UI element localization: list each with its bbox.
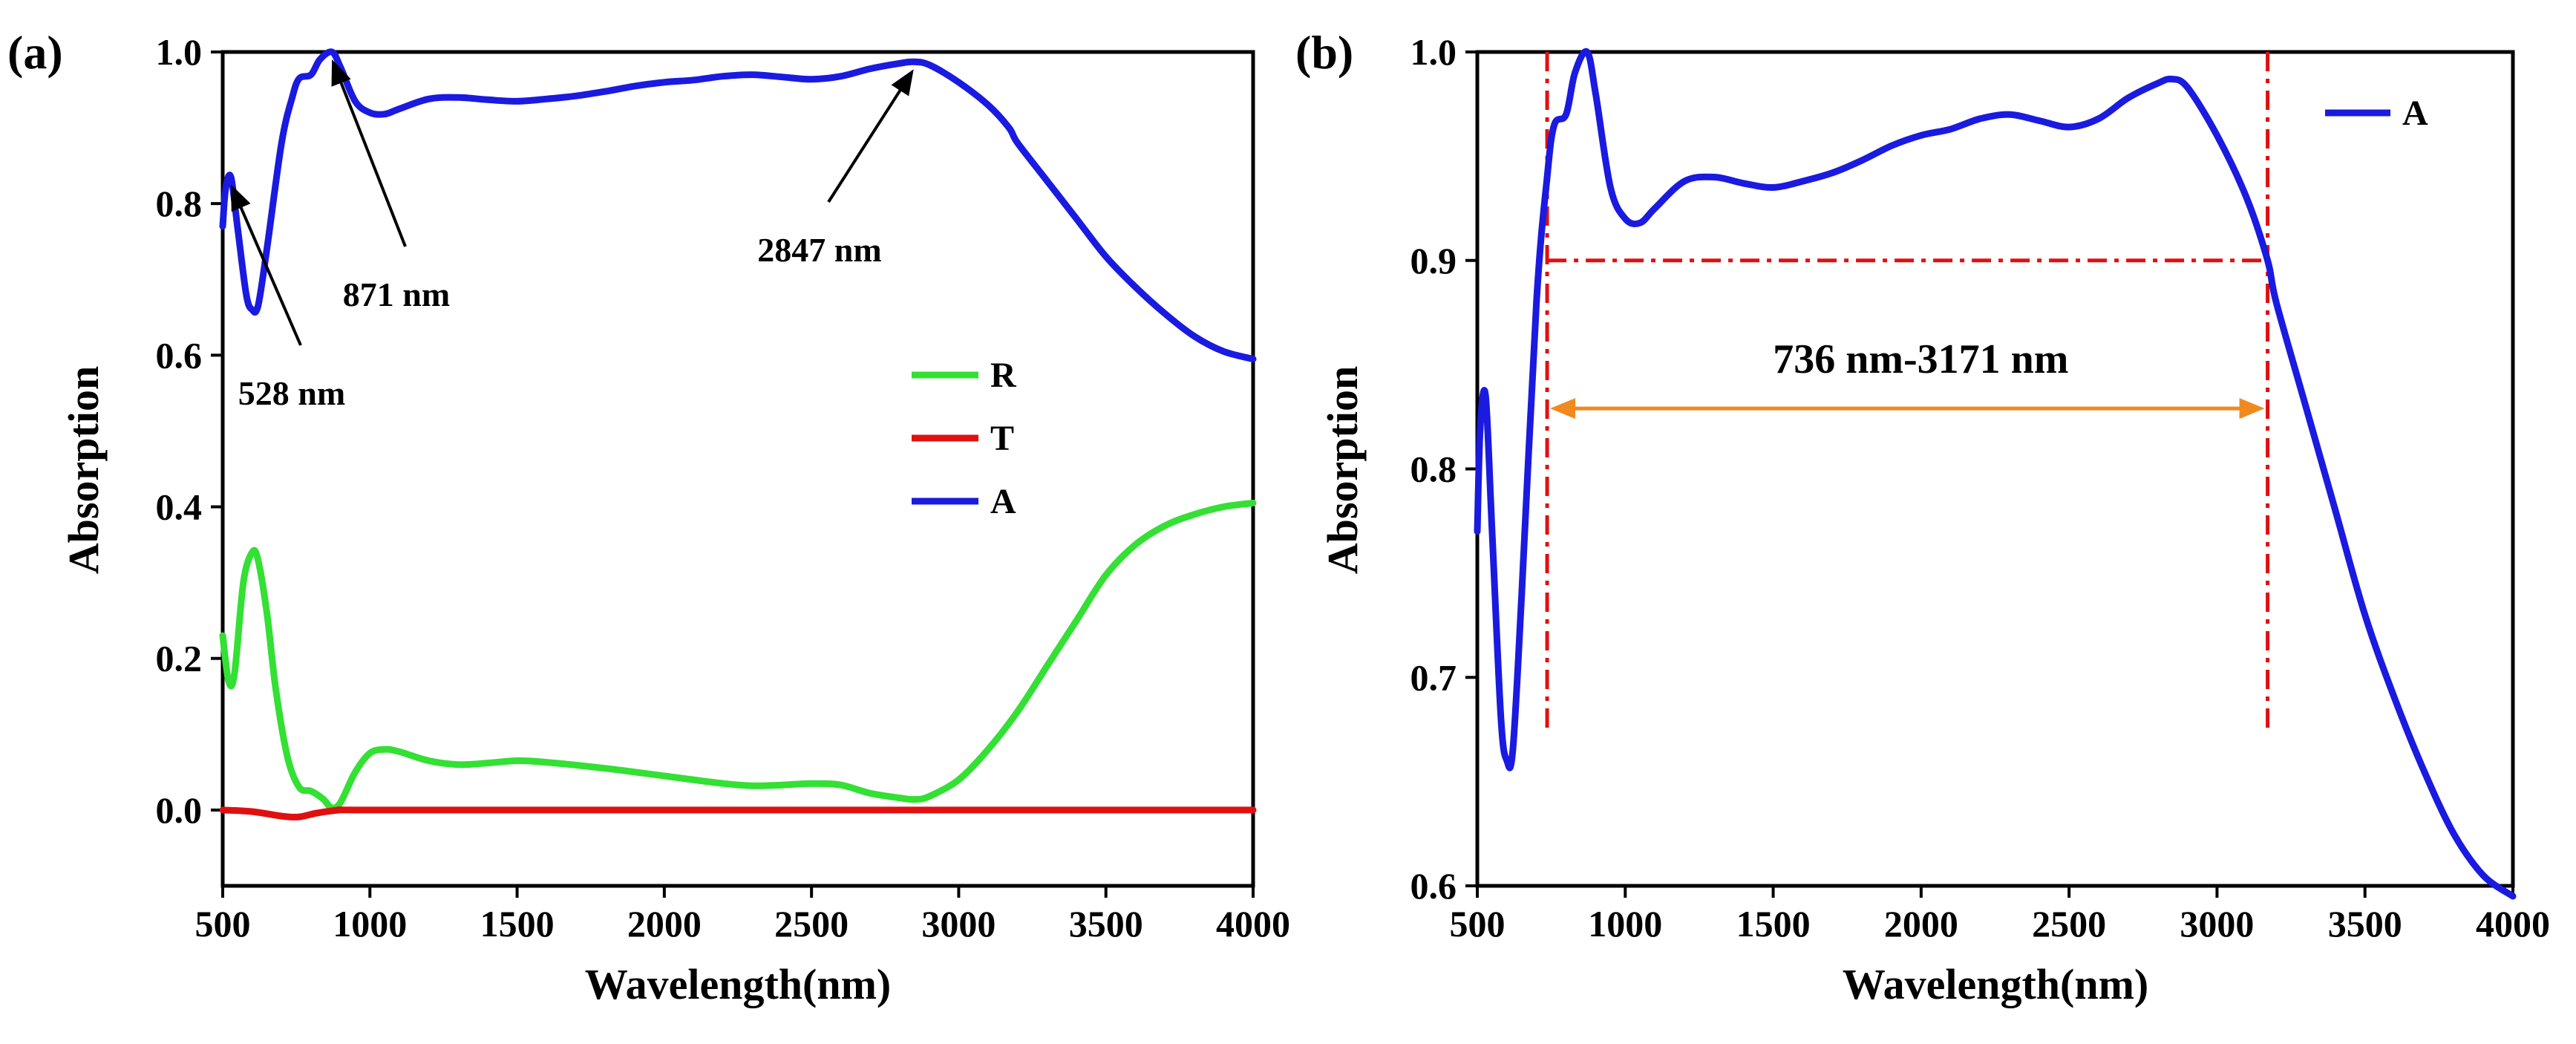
panel-a-x-tick-label: 1500	[480, 903, 555, 945]
panel-b: (b) 500 1000 1500 2000 2500 3000 3500 4000 0.6 0.…	[1295, 26, 2550, 1008]
panel-a-x-tick-label: 2000	[627, 903, 702, 945]
panel-b-range-arrow-head-left	[1550, 398, 1576, 420]
panel-a-annotation-label: 2847 nm	[757, 231, 881, 269]
panel-a: (a) 500 1000 1500 2000 2500 3000 3500 4000 0.0 0.…	[7, 26, 1290, 1008]
panel-b-y-axis-title: Absorption	[1318, 366, 1367, 574]
panel-b-x-tick-label: 4000	[2476, 903, 2550, 945]
panel-a-x-tick-label: 3000	[921, 903, 996, 945]
panel-b-x-axis-title: Wavelength(nm)	[1843, 960, 2148, 1008]
panel-b-series-a-line	[1474, 48, 2517, 900]
panel-b-x-tick-label: 500	[1450, 903, 1506, 945]
panel-b-y-tick-label: 0.7	[1410, 656, 1457, 698]
panel-a-y-axis-title: Absorption	[59, 366, 108, 574]
panel-b-y-tick-label: 1.0	[1410, 31, 1457, 73]
panel-b-reference-lines	[1545, 52, 2270, 730]
panel-a-annotation-arrow-line	[339, 79, 407, 247]
panel-a-series-a-line	[219, 48, 1257, 362]
panel-a-x-tick-label: 4000	[1216, 903, 1290, 945]
panel-a-annotation-arrow-head	[331, 59, 351, 87]
panel-b-range-arrow: 736 nm-3171 nm	[1550, 336, 2265, 420]
panel-b-x-tick-label: 1000	[1588, 903, 1662, 945]
panel-a-legend-label-a: A	[990, 482, 1016, 521]
panel-a-y-tick-label: 1.0	[156, 31, 203, 73]
panel-b-x-tick-label: 2000	[1884, 903, 1958, 945]
panel-a-annotation-label: 871 nm	[343, 275, 450, 313]
panel-a-annotations: 528 nm 871 nm 2847 nm	[231, 59, 914, 412]
panel-a-y-tick-label: 0.6	[156, 334, 203, 376]
panel-b-x-tick-label: 3500	[2328, 903, 2402, 945]
panel-b-range-label: 736 nm-3171 nm	[1773, 336, 2068, 382]
panel-a-label: (a)	[7, 26, 63, 79]
panel-b-ticks: 500 1000 1500 2000 2500 3000 3500 4000 0.6 0.7 0.8…	[1410, 31, 2551, 945]
panel-a-series-t-line	[219, 806, 1257, 820]
panel-b-x-tick-label: 1500	[1736, 903, 1811, 945]
panel-a-annotation-label: 528 nm	[238, 374, 345, 412]
panel-b-x-tick-label: 2500	[2032, 903, 2106, 945]
panel-b-legend: A	[2325, 94, 2428, 133]
panel-b-y-tick-label: 0.9	[1410, 240, 1457, 281]
panel-a-annotation-arrow-line	[238, 204, 302, 346]
panel-a-annotation-arrow-head	[891, 69, 914, 97]
panel-a-series	[219, 48, 1257, 820]
panel-a-x-tick-label: 3500	[1069, 903, 1143, 945]
panel-b-legend-label-a: A	[2402, 94, 2428, 133]
panel-a-legend-label-r: R	[990, 356, 1017, 395]
panel-a-y-tick-label: 0.4	[156, 486, 203, 528]
panel-a-ticks: 500 1000 1500 2000 2500 3000 3500 4000 0.0 0.2 0.4…	[156, 31, 1291, 945]
panel-a-x-tick-label: 1000	[333, 903, 407, 945]
panel-a-y-tick-label: 0.8	[156, 183, 203, 224]
panel-b-range-arrow-head-right	[2239, 398, 2265, 420]
panel-a-y-tick-label: 0.0	[156, 789, 203, 831]
panel-b-plot-frame	[1475, 50, 2515, 888]
panel-b-label: (b)	[1295, 26, 1353, 79]
panel-a-x-tick-label: 2500	[774, 903, 849, 945]
panel-a-x-axis-title: Wavelength(nm)	[585, 960, 891, 1008]
panel-a-series-r-line	[219, 499, 1257, 812]
panel-b-y-tick-label: 0.6	[1410, 865, 1457, 907]
panel-a-legend-label-t: T	[990, 419, 1014, 458]
panel-a-x-tick-label: 500	[195, 903, 251, 945]
panel-b-series	[1474, 48, 2517, 900]
panel-a-annotation-arrow-head	[231, 184, 251, 212]
panel-b-y-tick-label: 0.8	[1410, 448, 1457, 490]
panel-a-y-tick-label: 0.2	[156, 638, 203, 679]
panel-b-x-tick-label: 3000	[2180, 903, 2254, 945]
panel-a-legend: RTA	[912, 356, 1017, 521]
panel-a-annotation-arrow-line	[827, 87, 903, 203]
panel-a-plot-frame	[220, 50, 1255, 888]
